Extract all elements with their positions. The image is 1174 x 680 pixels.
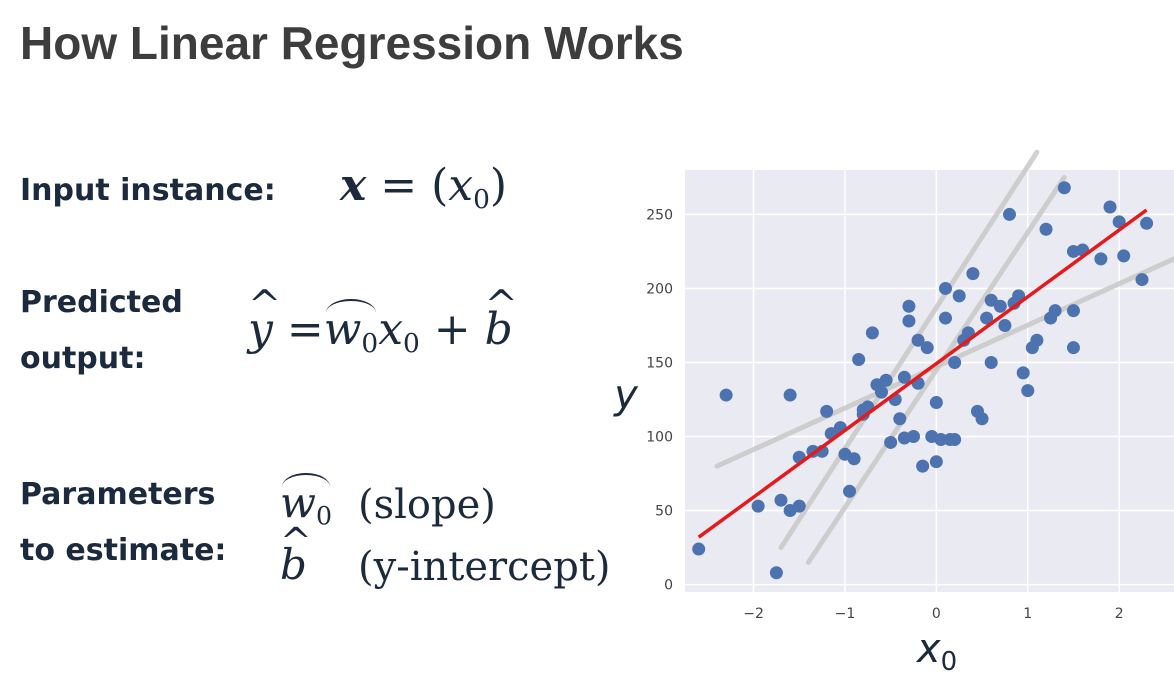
regression-line — [697, 208, 1148, 539]
data-point — [998, 318, 1012, 332]
data-point — [907, 430, 921, 444]
slope-description: (slope) — [358, 482, 496, 528]
data-point — [1094, 252, 1108, 266]
x-tick-label: −1 — [835, 606, 856, 622]
data-point — [692, 542, 706, 556]
candidate-line — [778, 149, 1040, 551]
data-point — [1021, 384, 1035, 398]
input-instance-label: Input instance: — [20, 173, 276, 208]
data-point — [897, 370, 911, 384]
intercept-symbol: b — [280, 519, 307, 589]
y-tick-label: 100 — [646, 430, 673, 446]
candidate-line — [714, 256, 1174, 469]
x-tick-label: 0 — [932, 606, 941, 622]
data-point — [820, 404, 834, 418]
data-point — [751, 499, 765, 513]
data-point — [1066, 341, 1080, 355]
data-point — [929, 455, 943, 469]
data-point — [902, 314, 916, 328]
data-point — [865, 326, 879, 340]
y-tick-label: 200 — [646, 281, 673, 297]
data-point — [783, 388, 797, 402]
x-axis-label: x0 — [915, 626, 957, 677]
y-axis-label: y — [613, 372, 639, 418]
x-tick-label: 1 — [1023, 606, 1032, 622]
data-point — [1117, 249, 1131, 263]
data-point — [852, 353, 866, 367]
data-point — [792, 499, 806, 513]
data-point — [875, 385, 889, 399]
data-point — [1048, 304, 1062, 318]
y-tick-label: 150 — [646, 355, 673, 371]
data-point — [938, 311, 952, 325]
y-tick-label: 250 — [646, 207, 673, 223]
data-point — [952, 289, 966, 303]
y-tick-label: 50 — [655, 504, 673, 520]
data-point — [911, 333, 925, 347]
data-point — [1103, 200, 1117, 214]
predicted-label-line1: Predicted — [20, 285, 183, 320]
candidate-line — [805, 174, 1067, 565]
data-point — [1135, 273, 1149, 287]
data-point — [1002, 207, 1016, 221]
x-tick-label: −2 — [743, 606, 764, 622]
data-point — [975, 412, 989, 426]
parameters-label-line2: to estimate: — [20, 533, 227, 568]
data-point — [966, 267, 980, 281]
data-point — [948, 432, 962, 446]
data-point — [984, 355, 998, 369]
data-point — [984, 293, 998, 307]
data-point — [1066, 304, 1080, 318]
data-point — [1140, 216, 1154, 230]
data-point — [884, 435, 898, 449]
data-point — [980, 311, 994, 325]
data-point — [879, 373, 893, 387]
input-equation: x = (x0) — [340, 160, 508, 215]
data-point — [938, 281, 952, 295]
y-tick-label: 0 — [664, 578, 673, 594]
data-point — [1039, 222, 1053, 236]
data-point — [769, 566, 783, 580]
data-point — [1016, 366, 1030, 380]
data-point — [1030, 333, 1044, 347]
data-point — [774, 493, 788, 507]
data-point — [934, 432, 948, 446]
data-point — [1112, 215, 1126, 229]
data-point — [843, 484, 857, 498]
data-point — [902, 299, 916, 313]
data-point — [893, 412, 907, 426]
data-point — [719, 388, 733, 402]
intercept-description: (y-intercept) — [358, 544, 611, 590]
data-point — [1057, 181, 1071, 195]
data-point — [916, 459, 930, 473]
data-point — [847, 452, 861, 466]
slide-title: How Linear Regression Works — [20, 17, 684, 69]
parameters-label-line1: Parameters — [20, 477, 216, 512]
data-point — [948, 355, 962, 369]
predicted-label-line2: output: — [20, 341, 146, 376]
data-point — [929, 395, 943, 409]
x-tick-label: 2 — [1115, 606, 1124, 622]
data-point — [920, 341, 934, 355]
prediction-equation: y =w0x0 + b — [248, 282, 513, 359]
scatter-chart: −2 −1 0 1 2 0 50 100 150 200 250 y x0 — [613, 149, 1174, 677]
